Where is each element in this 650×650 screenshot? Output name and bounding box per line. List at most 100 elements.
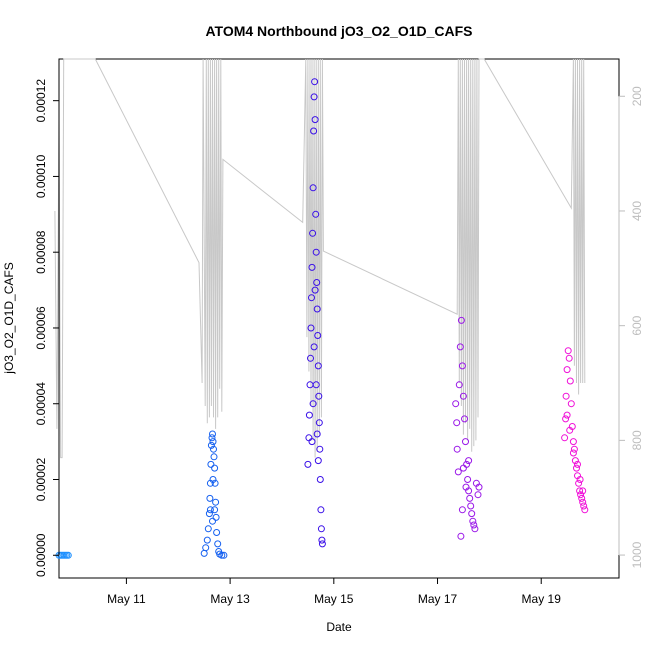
data-point	[313, 430, 321, 438]
chart-title: ATOM4 Northbound jO3_O2_O1D_CAFS	[205, 23, 472, 39]
data-point	[566, 377, 574, 385]
data-point	[316, 445, 324, 453]
data-point	[475, 483, 483, 491]
data-point	[566, 426, 574, 434]
x-tick-label: May 13	[210, 592, 250, 606]
data-point	[474, 491, 482, 499]
data-point	[308, 294, 315, 302]
data-point	[212, 498, 220, 506]
data-point	[209, 476, 217, 483]
data-point	[200, 549, 208, 557]
data-point	[576, 476, 584, 483]
data-point	[204, 525, 212, 533]
data-point	[467, 502, 475, 510]
pressure-line	[54, 58, 586, 459]
data-point	[466, 494, 474, 502]
data-point	[462, 438, 469, 446]
y-right-tick-label: 1000	[630, 541, 644, 568]
data-point	[562, 415, 570, 423]
data-point	[305, 434, 313, 442]
data-point	[455, 381, 463, 389]
y-tick-label: 0.00004	[34, 382, 48, 426]
data-point	[454, 468, 462, 476]
data-point	[310, 93, 318, 101]
data-point	[469, 517, 477, 525]
data-point	[313, 279, 321, 286]
y-tick-label: 0.00008	[34, 230, 48, 274]
data-points-layer	[55, 78, 589, 559]
data-point	[312, 248, 320, 256]
y-right-tick-label: 800	[630, 430, 644, 450]
data-point	[561, 434, 569, 442]
data-point	[309, 229, 317, 237]
y-right-tick-label: 400	[630, 201, 644, 221]
x-tick-label: May 15	[314, 592, 354, 606]
x-tick-label: May 11	[107, 592, 146, 606]
data-point	[453, 419, 461, 427]
data-point	[211, 479, 219, 487]
data-point	[576, 487, 584, 495]
data-point	[314, 362, 322, 370]
y-tick-label: 0.00010	[34, 154, 48, 198]
data-point	[563, 366, 571, 374]
data-point	[578, 494, 586, 502]
data-point	[212, 513, 220, 521]
x-tick-label: May 17	[418, 592, 458, 606]
y-tick-label: 0.00000	[34, 533, 48, 577]
data-point	[468, 510, 476, 518]
data-point	[307, 354, 314, 362]
data-point	[453, 445, 461, 453]
data-point	[218, 551, 226, 559]
data-point	[308, 263, 316, 271]
data-point	[580, 502, 588, 510]
data-point	[457, 316, 465, 324]
data-point	[579, 498, 587, 506]
data-point	[214, 540, 222, 548]
data-point	[211, 464, 219, 472]
data-point	[464, 476, 472, 483]
data-point	[459, 464, 467, 472]
data-point	[312, 210, 320, 218]
data-point	[210, 445, 217, 453]
data-point	[577, 491, 585, 499]
data-point	[307, 324, 315, 332]
data-point	[458, 506, 466, 514]
data-point	[311, 78, 319, 86]
data-point	[209, 438, 217, 446]
y-axis: 0.00000 0.00002 0.00004 0.00006 0.00008 0.000…	[34, 79, 60, 577]
data-point	[311, 286, 319, 294]
data-point	[456, 343, 464, 351]
data-point	[574, 460, 581, 468]
data-point	[306, 381, 314, 389]
data-point	[312, 381, 320, 389]
data-point	[308, 438, 316, 446]
data-point	[459, 392, 467, 400]
data-point	[209, 517, 216, 525]
y-tick-label: 0.00012	[34, 79, 48, 123]
data-point	[581, 506, 589, 514]
data-point	[207, 441, 215, 449]
data-point	[202, 544, 210, 552]
data-point	[210, 453, 218, 461]
data-point	[575, 479, 583, 487]
data-point	[309, 184, 317, 192]
data-point	[211, 506, 219, 514]
data-point	[316, 476, 324, 483]
data-point	[311, 116, 319, 124]
data-point	[461, 415, 468, 423]
data-point	[305, 411, 313, 419]
y-right-tick-label: 200	[630, 86, 644, 106]
x-tick-label: May 19	[522, 592, 562, 606]
data-point	[569, 438, 577, 446]
data-point	[314, 332, 322, 339]
data-point	[304, 460, 312, 468]
data-point	[462, 483, 470, 491]
data-point	[562, 392, 570, 400]
data-point	[317, 506, 325, 514]
y-tick-label: 0.00002	[34, 457, 48, 501]
data-point	[315, 392, 323, 400]
data-point	[205, 510, 213, 518]
data-point	[209, 430, 216, 438]
data-point	[213, 529, 221, 536]
